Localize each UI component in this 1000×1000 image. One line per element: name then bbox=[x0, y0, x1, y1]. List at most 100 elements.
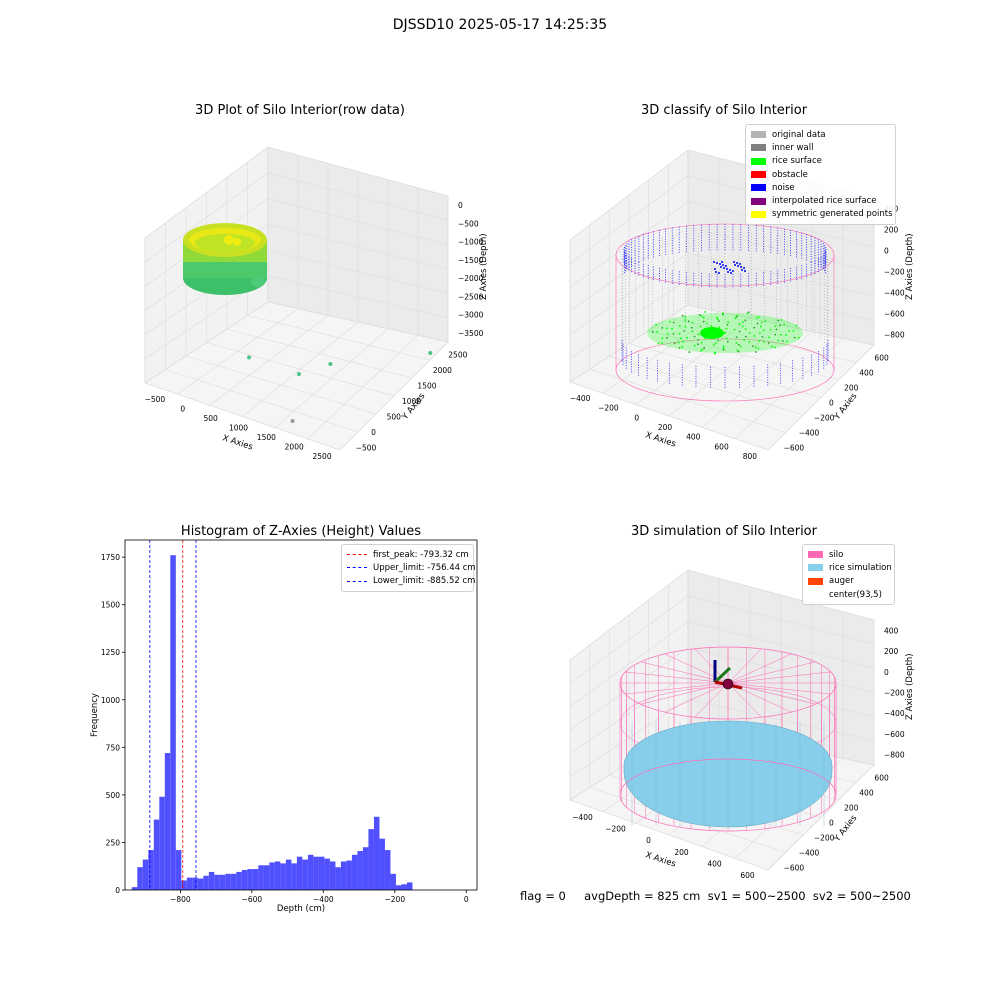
silo-roof-spoke bbox=[727, 682, 762, 718]
rice-surface-point bbox=[746, 312, 749, 315]
histogram-bar bbox=[186, 877, 193, 890]
noise-point bbox=[730, 272, 732, 274]
x-tick-label: 600 bbox=[740, 871, 755, 880]
rice-surface-point bbox=[657, 342, 660, 345]
rice-surface-point bbox=[756, 322, 759, 325]
rice-surface-point bbox=[783, 323, 786, 326]
simulation-z-axis-label: Z Axies (Depth) bbox=[905, 653, 915, 720]
y-tick-label: −200 bbox=[814, 834, 835, 843]
auger-axis-x bbox=[714, 680, 743, 690]
rice-simulation-surface bbox=[623, 720, 833, 828]
outlier-point bbox=[328, 362, 333, 366]
raw-z-axis-label: Z Axies (Depth) bbox=[479, 233, 489, 300]
rice-surface-point bbox=[780, 318, 783, 321]
histogram-bar bbox=[153, 819, 160, 890]
rice-surface-point bbox=[793, 336, 796, 339]
rice-surface-point bbox=[684, 319, 687, 322]
rice-surface-point bbox=[758, 332, 761, 334]
rice-surface-point bbox=[754, 351, 757, 353]
silo-top-ring bbox=[615, 223, 835, 287]
rice-surface-point bbox=[777, 319, 780, 322]
silo-roof-spoke bbox=[640, 682, 729, 705]
legend-item-center: center(93,5) bbox=[829, 589, 882, 600]
rice-surface-point bbox=[787, 330, 790, 332]
y-tick-label: −200 bbox=[814, 414, 835, 423]
y-tick-label: 200 bbox=[844, 384, 859, 393]
rice-surface-point bbox=[668, 320, 671, 323]
rice-surface-point bbox=[725, 327, 728, 330]
y-tick-label: 1500 bbox=[101, 601, 120, 610]
x-tick-label: −200 bbox=[598, 404, 619, 413]
simulation-3d-ticks: −400−2000200400600−600−400−2000200400600… bbox=[572, 626, 905, 880]
rice-surface-point bbox=[690, 326, 693, 329]
rice-surface-point bbox=[769, 329, 772, 331]
rice-surface-point bbox=[681, 314, 684, 317]
simulation-x-axis-label: X Axies bbox=[644, 850, 677, 869]
legend-item-inner-wall: inner wall bbox=[751, 141, 890, 154]
histogram-bar bbox=[214, 874, 220, 890]
rice-surface-point bbox=[661, 337, 664, 340]
x-tick-label: 0 bbox=[180, 404, 185, 413]
noise-point bbox=[725, 265, 727, 267]
rice-surface-point bbox=[741, 325, 744, 328]
y-tick-label: 2500 bbox=[448, 351, 467, 360]
classify-z-axis-label: Z Axies (Depth) bbox=[905, 233, 915, 300]
rice-surface-point bbox=[753, 335, 756, 337]
raw-3d-gridlines bbox=[144, 146, 449, 451]
rice-surface-point bbox=[722, 348, 725, 351]
silo-roof-spoke bbox=[664, 682, 729, 713]
rice-surface-point bbox=[691, 321, 694, 324]
rice-surface-point bbox=[715, 336, 718, 339]
rice-surface-point bbox=[736, 349, 739, 352]
y-tick-label: 500 bbox=[106, 791, 121, 800]
noise-point bbox=[718, 272, 720, 274]
rice-surface-point bbox=[733, 328, 736, 331]
simulation-legend: silo rice simulation auger center(93,5) bbox=[802, 544, 895, 606]
rice-surface-point bbox=[693, 335, 696, 338]
classify-point-cloud bbox=[615, 223, 835, 402]
silo-roof-spoke bbox=[640, 661, 729, 684]
rice-surface-point bbox=[656, 331, 659, 333]
histogram-bar bbox=[406, 882, 413, 890]
rice-surface-point bbox=[661, 342, 663, 344]
silo-roof-spoke bbox=[727, 682, 831, 695]
rice-surface-point bbox=[713, 352, 716, 355]
rice-surface-point bbox=[678, 347, 681, 349]
rice-surface-point bbox=[777, 339, 780, 342]
rice-surface-point bbox=[735, 315, 738, 318]
rice-surface-point bbox=[713, 332, 716, 335]
rice-surface-point bbox=[684, 315, 686, 318]
legend-item-obstacle: obstacle bbox=[751, 168, 890, 181]
rice-surface-point bbox=[774, 325, 777, 327]
rice-surface-point bbox=[760, 321, 763, 324]
silo-top-ring bbox=[619, 646, 837, 720]
rice-surface-point bbox=[785, 333, 787, 336]
rice-surface-point bbox=[699, 314, 701, 317]
rice-surface-point bbox=[671, 327, 673, 330]
histogram-bar bbox=[280, 863, 286, 890]
rice-surface-point bbox=[672, 332, 675, 335]
status-footer: flag = 0 avgDepth = 825 cm sv1 = 500~250… bbox=[520, 889, 911, 903]
rice-surface-point bbox=[781, 340, 784, 342]
rice-surface-point bbox=[716, 318, 719, 321]
auger-axis-y bbox=[713, 666, 732, 684]
histogram-bar bbox=[192, 877, 198, 890]
z-tick-label: −1000 bbox=[458, 238, 484, 247]
legend-item-lower-limit: Lower_limit: -885.52 cm bbox=[347, 575, 475, 588]
x-tick-label: 2000 bbox=[285, 443, 304, 452]
noise-point bbox=[740, 266, 742, 268]
legend-item-rice-simulation: rice simulation bbox=[808, 561, 892, 574]
noise-point bbox=[739, 263, 741, 265]
rice-surface-point bbox=[699, 325, 702, 328]
silo-roof-spoke bbox=[625, 682, 729, 695]
figure-title: DJSSD10 2025-05-17 14:25:35 bbox=[392, 17, 608, 33]
rice-surface-point bbox=[706, 322, 708, 325]
rice-surface-point bbox=[678, 332, 681, 335]
rice-surface-point bbox=[718, 326, 721, 328]
rice-surface-point bbox=[661, 326, 664, 329]
rice-surface-point bbox=[714, 351, 717, 354]
rice-surface-point bbox=[758, 316, 760, 318]
y-tick-label: −600 bbox=[784, 444, 805, 453]
rice-surface-point bbox=[713, 344, 715, 346]
rice-surface-point bbox=[721, 312, 724, 314]
